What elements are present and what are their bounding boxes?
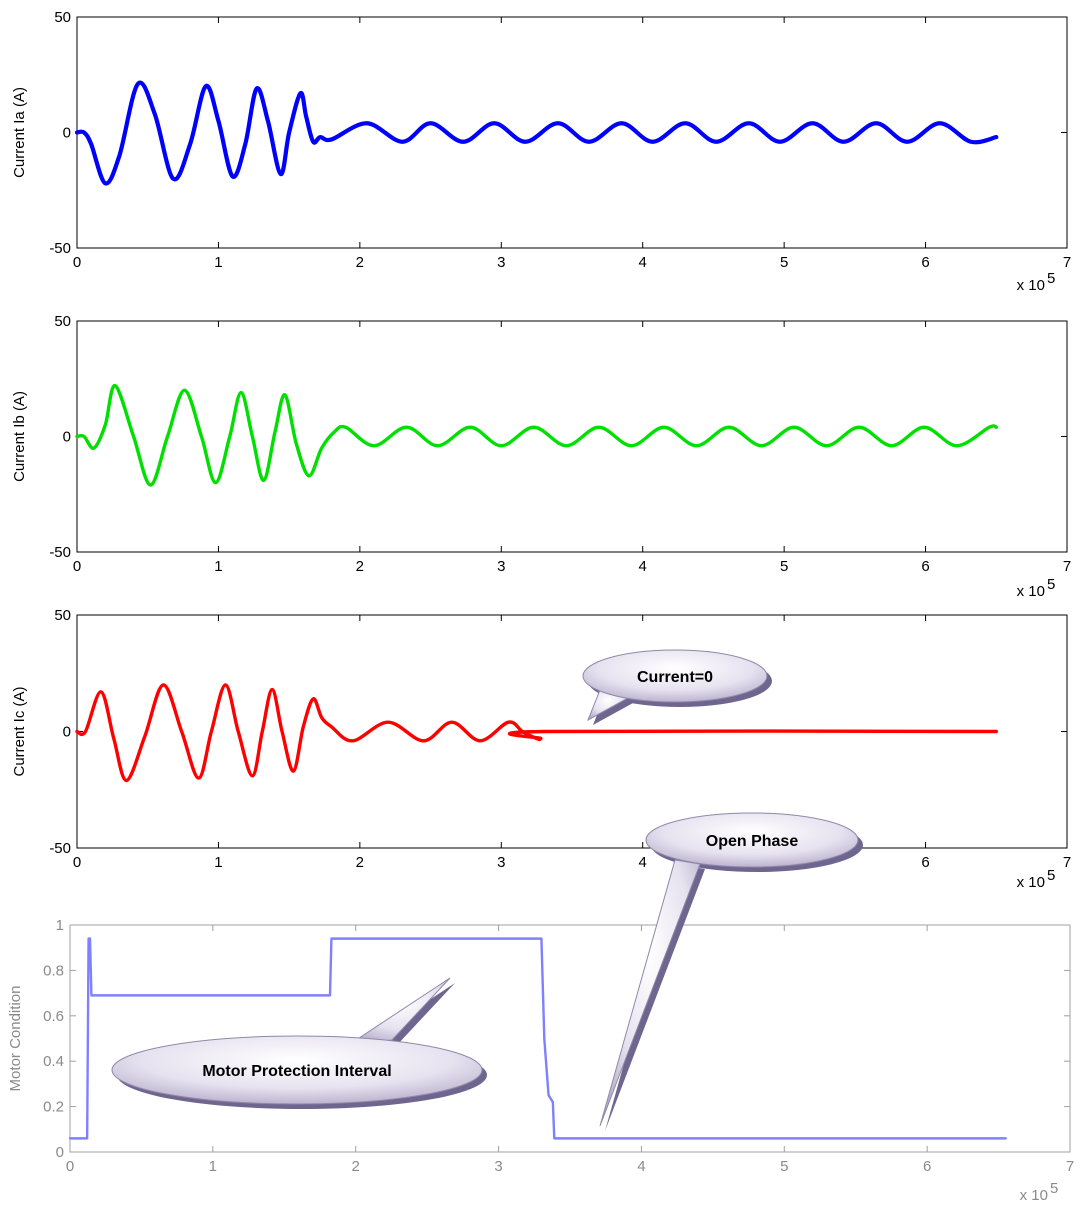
x-tick-label: 4 <box>639 254 647 271</box>
x-multiplier-exponent: 5 <box>1047 270 1055 287</box>
y-tick-label: 0.2 <box>43 1099 64 1116</box>
x-tick-label: 2 <box>356 854 364 871</box>
x-multiplier-exponent: 5 <box>1047 576 1055 593</box>
callout-motor-protection: Motor Protection Interval <box>111 977 487 1109</box>
callout-label: Open Phase <box>706 833 799 850</box>
callout-label: Motor Protection Interval <box>202 1063 391 1080</box>
x-tick-label: 6 <box>921 558 929 575</box>
series-line <box>68 937 1007 1140</box>
series-line <box>75 683 998 783</box>
x-tick-label: 0 <box>73 558 81 575</box>
y-tick-label: 0.6 <box>43 1008 64 1025</box>
y-tick-label: -50 <box>49 840 71 857</box>
x-tick-label: 6 <box>923 1158 931 1175</box>
callout-bubble <box>645 812 859 868</box>
x-tick-label: 5 <box>780 254 788 271</box>
x-tick-label: 5 <box>780 558 788 575</box>
x-tick-label: 7 <box>1063 558 1071 575</box>
x-tick-label: 6 <box>921 254 929 271</box>
x-tick-label: 4 <box>639 558 647 575</box>
y-tick-label: 50 <box>54 9 71 26</box>
y-tick-label: -50 <box>49 240 71 257</box>
x-tick-label: 3 <box>497 558 505 575</box>
x-multiplier-exponent: 5 <box>1050 1180 1058 1197</box>
plot-area <box>76 320 1068 553</box>
y-tick-label: 1 <box>56 917 64 934</box>
callout-current-zero: Current=0 <box>582 649 772 725</box>
x-tick-label: 6 <box>921 854 929 871</box>
callout-open-phase: Open Phase <box>599 812 863 1131</box>
x-tick-label: 2 <box>356 254 364 271</box>
y-tick-label: 0 <box>63 125 71 142</box>
x-multiplier-exponent: 5 <box>1047 867 1055 884</box>
x-tick-label: 7 <box>1063 254 1071 271</box>
x-tick-label: 0 <box>66 1158 74 1175</box>
y-axis-label: Current Ia (A) <box>11 87 28 178</box>
x-tick-label: 3 <box>494 1158 502 1175</box>
y-tick-label: 50 <box>54 607 71 624</box>
x-tick-label: 4 <box>637 1158 645 1175</box>
x-tick-label: 3 <box>497 254 505 271</box>
x-tick-label: 7 <box>1066 1158 1074 1175</box>
callout-pointer <box>599 859 701 1127</box>
y-tick-label: 0.8 <box>43 962 64 979</box>
x-multiplier-label: x 10 <box>1017 874 1045 891</box>
y-tick-label: 0 <box>63 429 71 446</box>
x-tick-label: 5 <box>780 1158 788 1175</box>
y-tick-label: 0.4 <box>43 1053 64 1070</box>
x-tick-label: 1 <box>209 1158 217 1175</box>
callout-bubble <box>111 1035 483 1105</box>
x-tick-label: 2 <box>352 1158 360 1175</box>
y-tick-label: 50 <box>54 313 71 330</box>
x-tick-label: 1 <box>214 558 222 575</box>
series-line <box>75 383 998 487</box>
x-tick-label: 7 <box>1063 854 1071 871</box>
x-tick-label: 1 <box>214 254 222 271</box>
x-multiplier-label: x 10 <box>1017 277 1045 294</box>
x-tick-label: 1 <box>214 854 222 871</box>
y-axis-label: Current Ib (A) <box>11 391 28 482</box>
x-multiplier-label: x 10 <box>1020 1187 1048 1204</box>
series-line <box>74 80 999 186</box>
y-tick-label: 0 <box>56 1144 64 1161</box>
x-tick-label: 0 <box>73 254 81 271</box>
callout-shadow <box>605 865 705 1131</box>
callout-bubble <box>582 649 768 703</box>
y-tick-label: -50 <box>49 544 71 561</box>
x-tick-label: 2 <box>356 558 364 575</box>
x-multiplier-label: x 10 <box>1017 583 1045 600</box>
x-tick-label: 4 <box>639 854 647 871</box>
callout-label: Current=0 <box>637 669 713 686</box>
y-axis-label: Current Ic (A) <box>11 686 28 776</box>
x-tick-label: 0 <box>73 854 81 871</box>
y-tick-label: 0 <box>63 724 71 741</box>
x-tick-label: 3 <box>497 854 505 871</box>
y-axis-label: Motor Condition <box>7 986 24 1092</box>
